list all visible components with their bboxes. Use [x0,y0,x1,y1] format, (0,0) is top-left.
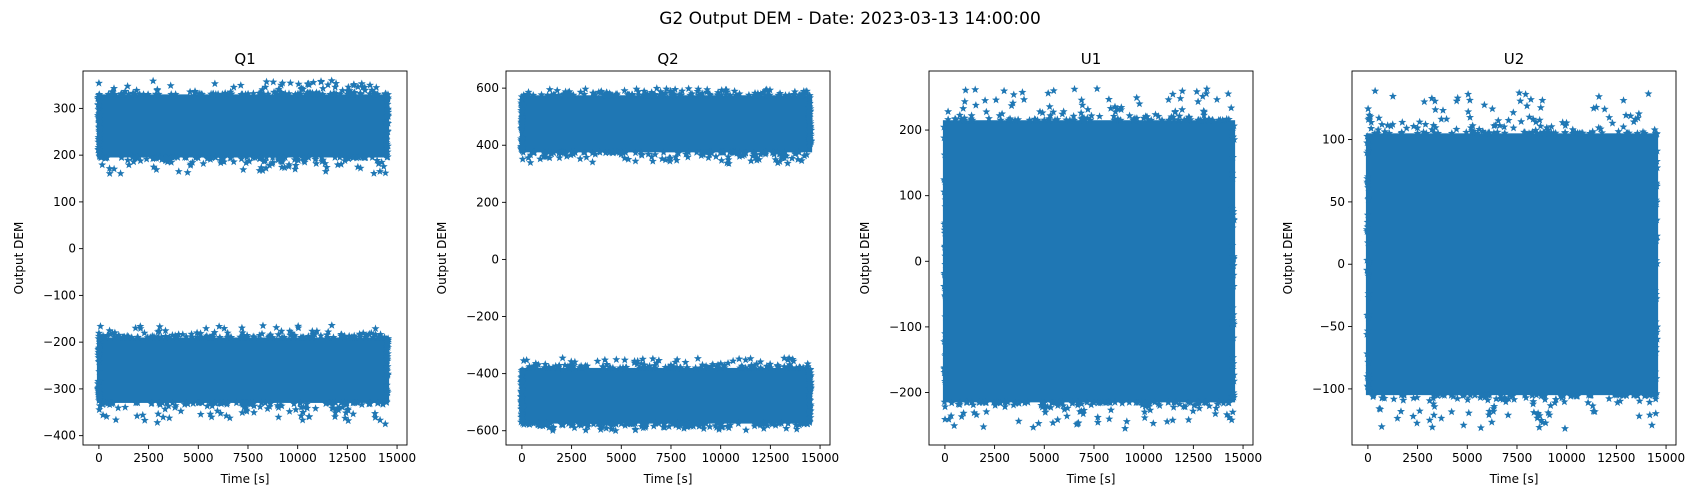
x-axis-label: Time [s] [643,472,693,486]
x-axis-label: Time [s] [220,472,270,486]
panel-q2: 0 2500 5000 7500 10000 12500 15000 −600 −400 −200… [435,50,839,486]
panel-u2: 0 2500 5000 7500 10000 12500 15000 −100 −50 0 50 10… [1281,50,1685,486]
y-tick-label: −50 [1320,320,1345,334]
data-band-core [519,95,813,153]
y-tick-label: −200 [466,310,499,324]
y-tick-label: −400 [43,429,76,443]
data-band-lower-points [941,398,1237,432]
y-axis-label: Output DEM [1281,222,1295,295]
y-tick-label: −600 [466,424,499,438]
x-tick-label: 12500 [751,451,789,465]
x-tick-label: 10000 [279,451,317,465]
data-band-upper-points [519,84,811,99]
y-tick-label: −400 [466,367,499,381]
x-tick-label: 12500 [1174,451,1212,465]
panels: 0 2500 5000 7500 10000 12500 15000−400−300−200… [12,50,1685,486]
axes-frame [928,70,1254,446]
panel-title: U2 [1504,50,1525,68]
y-tick-label: 300 [53,101,76,115]
panel-title: U1 [1081,50,1102,68]
x-tick-label: 2500 [556,451,587,465]
data-band-core [942,120,1236,403]
data-band-upper-points [1364,86,1659,137]
y-tick-label: 0 [68,242,76,256]
axes-frame [82,70,408,446]
scatter-series [1362,86,1662,432]
data-band-upper-points [94,76,391,98]
x-tick-label: 12500 [1597,451,1635,465]
y-tick-label: −100 [889,320,922,334]
x-tick-label: 15000 [378,451,416,465]
figure-suptitle: G2 Output DEM - Date: 2023-03-13 14:00:0… [659,9,1041,29]
y-tick-label: 100 [899,189,922,203]
x-tick-label: 15000 [1647,451,1685,465]
y-tick-label: 0 [491,252,499,266]
data-band-core [96,94,390,158]
panel-q1: 0 2500 5000 7500 10000 12500 15000 −400 −300 −200… [12,50,416,486]
x-tick-label: 0 [518,451,526,465]
y-tick-label: 200 [476,195,499,209]
y-tick-label: 0 [1337,257,1345,271]
x-tick-label: 5000 [1029,451,1060,465]
x-axis-label: Time [s] [1066,472,1116,486]
x-tick-label: 5000 [606,451,637,465]
data-band-upper-points [519,353,812,372]
data-band-upper-points [944,84,1236,124]
panel-u1: 0 2500 5000 7500 10000 12500 15000 −200 −100 0 100… [858,50,1262,486]
y-tick-label: 200 [899,123,922,137]
data-band-lower-points [1369,390,1660,432]
data-band-core [519,367,813,424]
x-tick-label: 0 [941,451,949,465]
scatter-series [940,84,1239,432]
y-tick-label: −300 [43,382,76,396]
data-band-lower-points [518,148,811,167]
data-band-core [1365,133,1659,396]
x-tick-label: 15000 [1224,451,1262,465]
x-tick-label: 15000 [801,451,839,465]
y-tick-label: −100 [43,288,76,302]
y-tick-label: −200 [43,335,76,349]
x-tick-label: 2500 [1402,451,1433,465]
x-tick-label: 12500 [328,451,366,465]
data-band-lower-points [95,398,390,428]
panel-title: Q2 [657,50,678,68]
x-tick-label: 10000 [702,451,740,465]
data-band-upper-points [94,321,389,341]
data-band-core [96,337,390,403]
x-tick-label: 10000 [1125,451,1163,465]
y-tick-label: 600 [476,81,499,95]
x-tick-label: 0 [95,451,103,465]
y-tick-label: −200 [889,386,922,400]
axes-frame [505,70,831,446]
x-tick-label: 2500 [979,451,1010,465]
y-tick-label: 100 [1322,133,1345,147]
x-tick-label: 7500 [233,451,264,465]
axes-frame [1351,70,1677,446]
scatter-series [516,84,816,435]
y-tick-label: 100 [53,195,76,209]
data-band-lower-points [96,153,390,177]
y-tick-label: 0 [914,254,922,268]
x-tick-label: 0 [1364,451,1372,465]
y-axis-label: Output DEM [12,222,26,295]
x-tick-label: 7500 [656,451,687,465]
y-axis-label: Output DEM [858,222,872,295]
scatter-series [93,76,393,428]
x-tick-label: 5000 [183,451,214,465]
y-tick-label: −100 [1312,382,1345,396]
data-band-lower-points [519,419,812,435]
y-tick-label: 50 [1330,195,1345,209]
y-tick-label: 200 [53,148,76,162]
panel-title: Q1 [234,50,255,68]
x-tick-label: 7500 [1502,451,1533,465]
y-axis-label: Output DEM [435,222,449,295]
x-tick-label: 2500 [133,451,164,465]
x-axis-label: Time [s] [1489,472,1539,486]
y-tick-label: 400 [476,138,499,152]
x-tick-label: 5000 [1452,451,1483,465]
x-tick-label: 7500 [1079,451,1110,465]
x-tick-label: 10000 [1548,451,1586,465]
